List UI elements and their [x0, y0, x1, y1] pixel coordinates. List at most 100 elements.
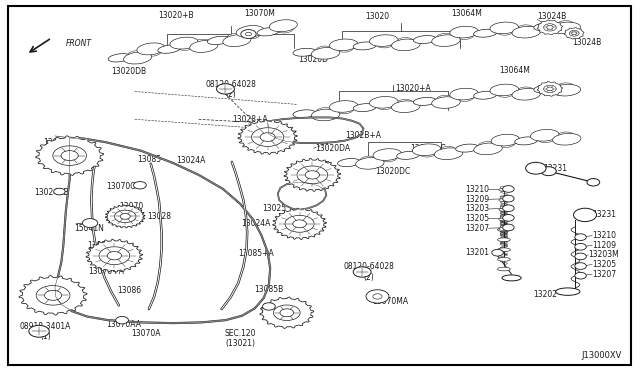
Text: 13024AB: 13024AB [259, 307, 294, 316]
Text: 08120-64028
(2): 08120-64028 (2) [205, 80, 256, 99]
Text: 13209: 13209 [465, 195, 489, 204]
Text: 13024A: 13024A [241, 219, 271, 228]
Text: 13231: 13231 [543, 164, 568, 173]
Text: 13020DB: 13020DB [111, 67, 146, 76]
Text: 13086: 13086 [118, 286, 141, 295]
Circle shape [502, 205, 514, 212]
Ellipse shape [515, 137, 538, 145]
Text: 13203: 13203 [465, 205, 489, 214]
Ellipse shape [108, 54, 131, 62]
Ellipse shape [380, 154, 397, 162]
Circle shape [252, 128, 284, 147]
Polygon shape [260, 297, 314, 328]
Ellipse shape [499, 218, 509, 221]
Ellipse shape [396, 38, 413, 46]
Text: 13207: 13207 [592, 270, 616, 279]
Ellipse shape [432, 97, 460, 108]
Ellipse shape [412, 144, 441, 155]
Ellipse shape [369, 97, 398, 108]
Circle shape [373, 294, 382, 299]
Text: 13024B: 13024B [572, 38, 602, 47]
Ellipse shape [376, 102, 394, 110]
Ellipse shape [293, 48, 316, 56]
Circle shape [115, 210, 136, 222]
Circle shape [297, 166, 328, 184]
Ellipse shape [392, 101, 420, 112]
Ellipse shape [170, 37, 198, 49]
Polygon shape [35, 136, 104, 176]
Ellipse shape [336, 106, 353, 114]
Ellipse shape [316, 108, 333, 116]
Text: 1302B+A: 1302B+A [346, 131, 381, 140]
Text: 08918-3401A
(1): 08918-3401A (1) [20, 321, 71, 341]
Circle shape [53, 146, 86, 166]
Text: 13203M: 13203M [588, 250, 619, 259]
Circle shape [572, 32, 577, 35]
Ellipse shape [369, 35, 398, 46]
Text: 13210: 13210 [465, 185, 489, 194]
Text: FRONT: FRONT [66, 39, 92, 48]
Ellipse shape [502, 275, 521, 281]
Ellipse shape [478, 142, 495, 150]
Text: SEC.120
(13021): SEC.120 (13021) [225, 329, 256, 349]
Ellipse shape [552, 134, 581, 145]
Ellipse shape [330, 39, 358, 51]
Text: 13024: 13024 [285, 227, 310, 236]
Text: 13020DC: 13020DC [375, 167, 410, 176]
Circle shape [216, 84, 234, 94]
Ellipse shape [413, 36, 436, 44]
Polygon shape [237, 120, 298, 154]
Text: 13024AB: 13024AB [35, 188, 69, 197]
Ellipse shape [557, 83, 574, 91]
Ellipse shape [223, 35, 251, 46]
Text: 15041N: 15041N [74, 224, 104, 233]
Circle shape [245, 32, 252, 36]
Text: 13025: 13025 [262, 205, 286, 214]
Circle shape [353, 267, 371, 277]
Circle shape [305, 171, 319, 179]
Ellipse shape [531, 129, 559, 141]
Ellipse shape [556, 288, 580, 295]
Circle shape [292, 220, 307, 228]
Circle shape [61, 151, 78, 161]
Ellipse shape [227, 33, 244, 42]
Ellipse shape [127, 51, 145, 59]
Ellipse shape [311, 109, 340, 121]
Ellipse shape [500, 186, 508, 189]
Circle shape [575, 243, 586, 250]
Ellipse shape [497, 238, 510, 241]
Ellipse shape [330, 101, 358, 112]
Ellipse shape [353, 42, 376, 50]
Ellipse shape [499, 199, 509, 202]
Ellipse shape [557, 132, 574, 140]
Ellipse shape [552, 22, 580, 34]
Text: 13020+B: 13020+B [159, 11, 194, 20]
Ellipse shape [419, 149, 436, 157]
Ellipse shape [189, 41, 218, 52]
Ellipse shape [500, 226, 508, 228]
Text: 13070M: 13070M [244, 9, 275, 18]
Text: 13025: 13025 [307, 161, 331, 170]
Polygon shape [537, 20, 563, 35]
Circle shape [502, 224, 514, 231]
Text: 13070+A: 13070+A [88, 267, 124, 276]
Circle shape [547, 26, 553, 29]
Ellipse shape [497, 89, 514, 97]
Text: 13085+A: 13085+A [238, 249, 274, 258]
Ellipse shape [337, 158, 360, 167]
Ellipse shape [497, 257, 510, 261]
Ellipse shape [243, 31, 260, 39]
Ellipse shape [144, 48, 161, 56]
Ellipse shape [353, 104, 376, 112]
Ellipse shape [497, 267, 510, 271]
Ellipse shape [474, 29, 497, 37]
Circle shape [260, 133, 275, 141]
Circle shape [108, 251, 122, 260]
Ellipse shape [207, 36, 230, 45]
Circle shape [575, 253, 586, 260]
Ellipse shape [512, 26, 541, 38]
Text: 11209: 11209 [592, 241, 616, 250]
Ellipse shape [236, 26, 264, 38]
Circle shape [575, 272, 586, 279]
Ellipse shape [413, 97, 436, 105]
